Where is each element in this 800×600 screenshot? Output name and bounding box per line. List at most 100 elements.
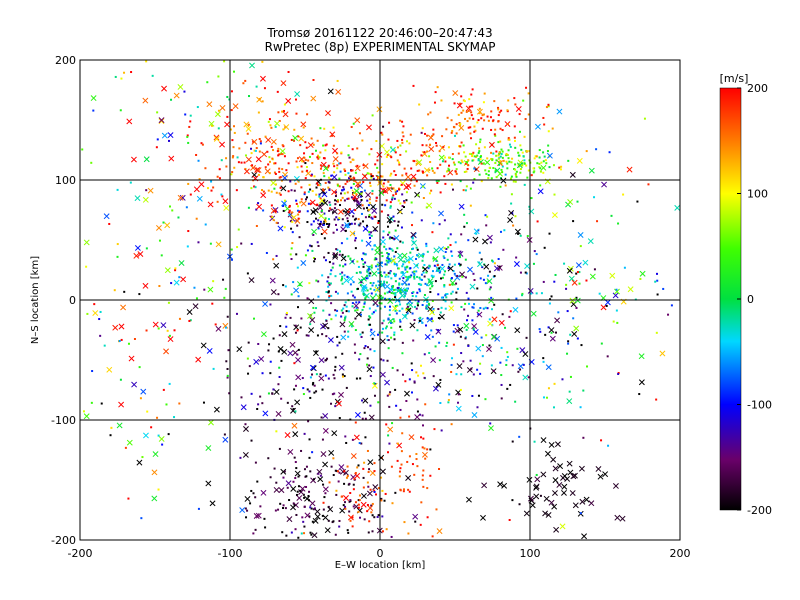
scatter-dot-marker xyxy=(277,383,280,386)
scatter-dot-marker xyxy=(231,139,234,142)
x-tick-label: 200 xyxy=(670,547,691,560)
scatter-dot-marker xyxy=(478,147,481,150)
scatter-dot-marker xyxy=(399,467,402,470)
scatter-dot-marker xyxy=(377,171,380,174)
scatter-dot-marker xyxy=(536,220,539,223)
scatter-dot-marker xyxy=(265,251,268,254)
scatter-dot-marker xyxy=(349,223,352,226)
scatter-dot-marker xyxy=(370,292,373,295)
scatter-dot-marker xyxy=(317,227,320,230)
scatter-dot-marker xyxy=(336,344,339,347)
scatter-dot-marker xyxy=(471,153,474,156)
scatter-cross-marker xyxy=(458,203,465,210)
scatter-cross-marker xyxy=(331,174,338,181)
scatter-dot-marker xyxy=(575,306,578,309)
scatter-dot-marker xyxy=(450,183,453,186)
scatter-dot-marker xyxy=(578,271,581,274)
scatter-dot-marker xyxy=(209,242,212,245)
scatter-cross-marker xyxy=(293,287,300,294)
scatter-cross-marker xyxy=(467,266,473,273)
scatter-dot-marker xyxy=(489,422,492,425)
scatter-cross-marker xyxy=(438,154,445,161)
scatter-cross-marker xyxy=(186,309,193,315)
scatter-dot-marker xyxy=(170,98,173,101)
scatter-dot-marker xyxy=(506,387,509,390)
scatter-cross-marker xyxy=(353,188,360,195)
scatter-dot-marker xyxy=(422,253,425,256)
scatter-dot-marker xyxy=(328,296,331,299)
scatter-dot-marker xyxy=(311,162,314,165)
scatter-dot-marker xyxy=(291,242,294,245)
scatter-dot-marker xyxy=(438,223,441,226)
scatter-dot-marker xyxy=(542,357,545,360)
scatter-dot-marker xyxy=(364,417,367,420)
scatter-dot-marker xyxy=(500,152,503,155)
scatter-dot-marker xyxy=(479,141,482,144)
scatter-dot-marker xyxy=(467,164,470,167)
scatter-cross-marker xyxy=(569,171,576,178)
scatter-dot-marker xyxy=(477,159,480,162)
scatter-dot-marker xyxy=(458,262,461,265)
scatter-dot-marker xyxy=(247,123,250,126)
scatter-cross-marker xyxy=(290,485,297,492)
scatter-cross-marker xyxy=(151,469,158,476)
scatter-dot-marker xyxy=(477,309,480,312)
scatter-dot-marker xyxy=(371,189,374,192)
scatter-dot-marker xyxy=(524,118,527,121)
scatter-dot-marker xyxy=(510,193,513,196)
scatter-cross-marker xyxy=(311,532,318,539)
scatter-dot-marker xyxy=(510,161,513,164)
scatter-dot-marker xyxy=(547,105,550,108)
scatter-cross-marker xyxy=(365,240,372,247)
scatter-cross-marker xyxy=(245,125,252,132)
scatter-dot-marker xyxy=(377,222,380,225)
scatter-dot-marker xyxy=(257,202,260,205)
scatter-dot-marker xyxy=(384,492,387,495)
scatter-dot-marker xyxy=(360,281,363,284)
scatter-dot-marker xyxy=(368,153,371,156)
scatter-cross-marker xyxy=(284,432,291,439)
scatter-cross-marker xyxy=(295,374,302,381)
scatter-dot-marker xyxy=(282,128,285,131)
scatter-cross-marker xyxy=(300,121,307,128)
scatter-dot-marker xyxy=(293,503,296,506)
scatter-dot-marker xyxy=(307,499,310,502)
scatter-dot-marker xyxy=(303,156,306,159)
scatter-dot-marker xyxy=(459,122,462,125)
scatter-dot-marker xyxy=(123,290,126,293)
scatter-dot-marker xyxy=(457,393,460,396)
scatter-cross-marker xyxy=(260,192,267,199)
scatter-cross-marker xyxy=(151,495,158,502)
scatter-dot-marker xyxy=(302,493,305,496)
scatter-dot-marker xyxy=(544,333,547,336)
scatter-dot-marker xyxy=(380,358,383,361)
scatter-dot-marker xyxy=(655,398,658,401)
scatter-dot-marker xyxy=(465,161,468,164)
scatter-cross-marker xyxy=(609,272,616,279)
scatter-dot-marker xyxy=(505,359,508,362)
scatter-dot-marker xyxy=(86,312,89,315)
scatter-dot-marker xyxy=(92,109,95,112)
scatter-dot-marker xyxy=(309,188,312,191)
scatter-dot-marker xyxy=(246,272,249,275)
scatter-dot-marker xyxy=(526,235,529,238)
scatter-dot-marker xyxy=(489,116,492,119)
scatter-dot-marker xyxy=(508,518,511,521)
scatter-dot-marker xyxy=(381,530,384,533)
scatter-dot-marker xyxy=(233,70,236,73)
scatter-cross-marker xyxy=(253,358,260,365)
scatter-dot-marker xyxy=(499,361,502,364)
scatter-dot-marker xyxy=(369,182,372,185)
scatter-dot-marker xyxy=(366,199,369,202)
scatter-dot-marker xyxy=(328,188,331,191)
scatter-dot-marker xyxy=(459,180,462,183)
scatter-cross-marker xyxy=(400,271,407,278)
scatter-dot-marker xyxy=(355,377,358,380)
scatter-dot-marker xyxy=(333,392,336,395)
scatter-dot-marker xyxy=(490,296,493,299)
scatter-dot-marker xyxy=(309,470,312,473)
scatter-dot-marker xyxy=(337,470,340,473)
colorbar-label: [m/s] xyxy=(720,72,749,85)
scatter-cross-marker xyxy=(260,75,266,82)
scatter-cross-marker xyxy=(273,262,280,269)
